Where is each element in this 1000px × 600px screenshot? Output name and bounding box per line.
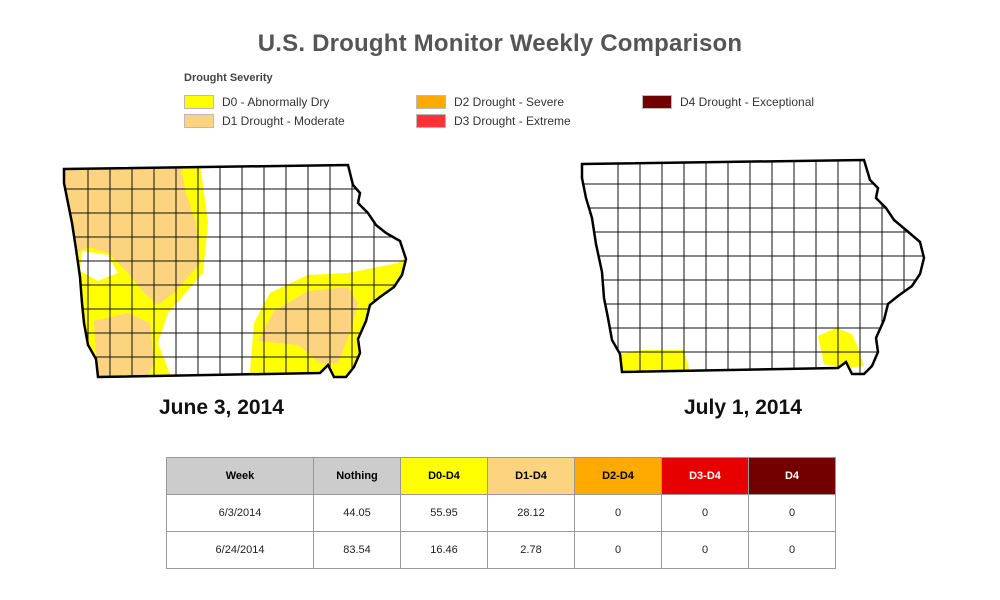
cell-d4: 0 xyxy=(748,531,836,569)
col-header-d4: D4 xyxy=(748,457,836,495)
legend-swatch-d4 xyxy=(642,95,672,109)
col-header-nothing: Nothing xyxy=(313,457,401,495)
map-date-june: June 3, 2014 xyxy=(159,396,284,419)
drought-map-june xyxy=(58,163,410,395)
cell-d0-d4: 16.46 xyxy=(400,531,488,569)
col-header-d0-d4: D0-D4 xyxy=(400,457,488,495)
cell-d0-d4: 55.95 xyxy=(400,494,488,532)
legend-label-d2: D2 Drought - Severe xyxy=(454,95,565,109)
legend-label-d4: D4 Drought - Exceptional xyxy=(680,95,815,109)
cell-d3-d4: 0 xyxy=(661,531,749,569)
col-header-d2-d4: D2-D4 xyxy=(574,457,662,495)
cell-week: 6/3/2014 xyxy=(166,494,314,532)
legend-heading: Drought Severity xyxy=(184,72,273,84)
col-header-d1-d4: D1-D4 xyxy=(487,457,575,495)
legend-label-d1: D1 Drought - Moderate xyxy=(222,114,345,128)
cell-d1-d4: 28.12 xyxy=(487,494,575,532)
col-header-d3-d4: D3-D4 xyxy=(661,457,749,495)
legend-swatch-d0 xyxy=(184,95,214,109)
legend-swatch-d1 xyxy=(184,114,214,128)
cell-nothing: 44.05 xyxy=(313,494,401,532)
cell-week: 6/24/2014 xyxy=(166,531,314,569)
cell-d1-d4: 2.78 xyxy=(487,531,575,569)
table-row: 6/24/2014 83.54 16.46 2.78 0 0 0 xyxy=(166,531,836,569)
cell-d2-d4: 0 xyxy=(574,531,662,569)
legend-swatch-d2 xyxy=(416,95,446,109)
table-header-row: Week Nothing D0-D4 D1-D4 D2-D4 D3-D4 D4 xyxy=(166,457,836,495)
cell-d2-d4: 0 xyxy=(574,494,662,532)
table-row: 6/3/2014 44.05 55.95 28.12 0 0 0 xyxy=(166,494,836,532)
col-header-week: Week xyxy=(166,457,314,495)
page-title: U.S. Drought Monitor Weekly Comparison xyxy=(257,30,743,57)
iowa-outline xyxy=(580,158,926,376)
map-date-july: July 1, 2014 xyxy=(684,396,802,419)
cell-d4: 0 xyxy=(748,494,836,532)
legend-swatch-d3 xyxy=(416,114,446,128)
cell-d3-d4: 0 xyxy=(661,494,749,532)
legend-label-d0: D0 - Abnormally Dry xyxy=(222,95,330,109)
iowa-outline xyxy=(62,163,408,379)
cell-nothing: 83.54 xyxy=(313,531,401,569)
legend-label-d3: D3 Drought - Extreme xyxy=(454,114,571,128)
comparison-table: Week Nothing D0-D4 D1-D4 D2-D4 D3-D4 D4 … xyxy=(166,457,836,569)
drought-map-july xyxy=(574,158,934,388)
